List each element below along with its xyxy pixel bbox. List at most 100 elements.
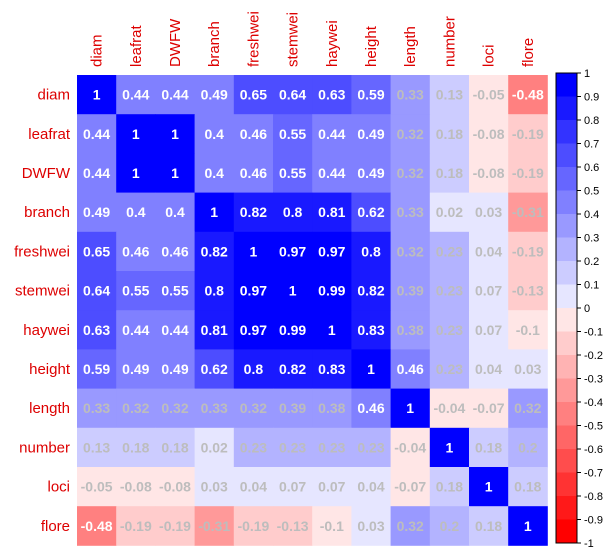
- heatmap-cell-leafrat-stemwei: [273, 114, 313, 154]
- colorbar-tick-label: -0.6: [584, 444, 603, 456]
- cell-value-label: 0.82: [201, 243, 228, 259]
- cell-value-label: 0.04: [240, 479, 267, 495]
- cell-value-label: 0.18: [436, 165, 463, 181]
- cell-value-label: -0.48: [81, 518, 113, 534]
- heatmap-cell-DWFW-number: [429, 153, 470, 193]
- cell-value-label: -0.1: [320, 518, 344, 534]
- cell-value-label: 0.38: [318, 400, 345, 416]
- cell-value-label: -0.19: [120, 518, 152, 534]
- cell-value-label: 0.49: [201, 87, 228, 103]
- heatmap-cell-branch-haywei: [312, 192, 352, 233]
- heatmap-cell-DWFW-DWFW: [155, 153, 195, 193]
- cell-value-label: -0.48: [512, 87, 544, 103]
- cell-value-label: 0.49: [122, 361, 149, 377]
- cell-value-label: 0.04: [475, 243, 502, 259]
- cell-value-label: 0.32: [397, 165, 424, 181]
- row-label-branch: branch: [24, 204, 70, 221]
- heatmap-cell-height-height: [351, 349, 391, 389]
- cell-value-label: 1: [328, 322, 336, 338]
- heatmap-cell-leafrat-haywei: [312, 114, 352, 154]
- cell-value-label: 0.55: [161, 283, 188, 299]
- heatmap-cell-haywei-leafrat: [116, 310, 156, 350]
- cell-value-label: -0.07: [473, 400, 505, 416]
- colorbar-tick-label: 0.7: [584, 139, 599, 151]
- cell-value-label: 0.39: [279, 400, 306, 416]
- column-label-diam: diam: [89, 34, 106, 67]
- row-label-haywei: haywei: [23, 322, 70, 339]
- cell-value-label: 1: [406, 400, 414, 416]
- heatmap-cell-freshwei-flore: [508, 231, 548, 272]
- cell-value-label: 0.99: [318, 283, 345, 299]
- colorbar-tick-label: -0.9: [584, 515, 603, 527]
- cell-value-label: 0.39: [397, 283, 424, 299]
- cell-value-label: 0.59: [357, 87, 384, 103]
- cell-value-label: -0.07: [394, 479, 426, 495]
- cell-value-label: 0.13: [83, 439, 110, 455]
- heatmap-cell-loci-DWFW: [155, 467, 195, 507]
- cell-value-label: 0.44: [83, 126, 110, 142]
- cell-value-label: 1: [93, 87, 101, 103]
- heatmap-cell-DWFW-height: [351, 153, 391, 193]
- cell-value-label: -0.19: [159, 518, 191, 534]
- colorbar-segment: [556, 284, 577, 309]
- cell-value-label: 0.03: [201, 479, 228, 495]
- heatmap-cell-leafrat-length: [390, 114, 431, 154]
- heatmap-cell-loci-flore: [508, 467, 548, 507]
- cell-value-label: -0.05: [81, 479, 113, 495]
- heatmap-cell-branch-stemwei: [273, 192, 313, 233]
- heatmap-cell-haywei-length: [390, 310, 431, 350]
- cell-value-label: 0.8: [283, 204, 303, 220]
- colorbar-segment: [556, 331, 577, 356]
- heatmap-cell-leafrat-loci: [469, 114, 509, 154]
- heatmap-cell-length-flore: [508, 388, 548, 429]
- colorbar-tick-label: -0.1: [584, 327, 603, 339]
- heatmap-cell-haywei-stemwei: [273, 310, 313, 350]
- colorbar-segment: [556, 214, 577, 238]
- heatmap-cell-length-stemwei: [273, 388, 313, 429]
- cell-value-label: 0.46: [240, 126, 267, 142]
- heatmap-cell-branch-freshwei: [233, 192, 274, 233]
- cell-value-label: 0.32: [161, 400, 188, 416]
- cell-value-label: 0.23: [318, 439, 345, 455]
- colorbar-tick-label: 0.3: [584, 233, 599, 245]
- cell-value-label: 0.32: [122, 400, 149, 416]
- heatmap-cell-leafrat-height: [351, 114, 391, 154]
- heatmap-cell-loci-height: [351, 467, 391, 507]
- heatmap-cell-loci-freshwei: [233, 467, 274, 507]
- cell-value-label: 0.55: [279, 165, 306, 181]
- heatmap-cell-leafrat-flore: [508, 114, 548, 154]
- heatmap-cell-number-leafrat: [116, 427, 156, 468]
- heatmap-cell-freshwei-freshwei: [233, 231, 274, 272]
- cell-value-label: 1: [367, 361, 375, 377]
- colorbar-tick-label: 0: [584, 303, 590, 315]
- heatmap-cell-DWFW-leafrat: [116, 153, 156, 193]
- cell-value-label: 0.82: [240, 204, 267, 220]
- heatmap-cell-loci-leafrat: [116, 467, 156, 507]
- cell-value-label: 0.64: [279, 87, 306, 103]
- heatmap-cell-haywei-diam: [77, 310, 117, 350]
- heatmap-cell-height-flore: [508, 349, 548, 389]
- colorbar-segment: [556, 96, 577, 121]
- cell-value-label: 0.49: [83, 204, 110, 220]
- cell-value-label: 0.44: [161, 87, 188, 103]
- cell-value-label: 0.83: [357, 322, 384, 338]
- heatmap-cell-diam-haywei: [312, 75, 352, 115]
- heatmap-cell-DWFW-freshwei: [233, 153, 274, 193]
- cell-value-label: 0.33: [397, 204, 424, 220]
- heatmap-cell-haywei-DWFW: [155, 310, 195, 350]
- heatmap-cell-freshwei-haywei: [312, 231, 352, 272]
- heatmap-cell-flore-number: [429, 506, 470, 546]
- row-label-length: length: [29, 400, 70, 417]
- heatmap-cell-haywei-freshwei: [233, 310, 274, 350]
- colorbar-segment: [556, 167, 577, 191]
- cell-value-label: -0.13: [277, 518, 309, 534]
- heatmap-cell-leafrat-number: [429, 114, 470, 154]
- colorbar-tick-label: -0.7: [584, 468, 603, 480]
- heatmap-cell-flore-branch: [194, 506, 235, 546]
- colorbar-tick-label: 0.1: [584, 280, 599, 292]
- cell-value-label: 1: [250, 243, 258, 259]
- colorbar-tick-label: -0.3: [584, 374, 603, 386]
- colorbar-segment: [556, 120, 577, 144]
- colorbar-tick-label: 0.5: [584, 186, 599, 198]
- heatmap-cell-number-branch: [194, 427, 235, 468]
